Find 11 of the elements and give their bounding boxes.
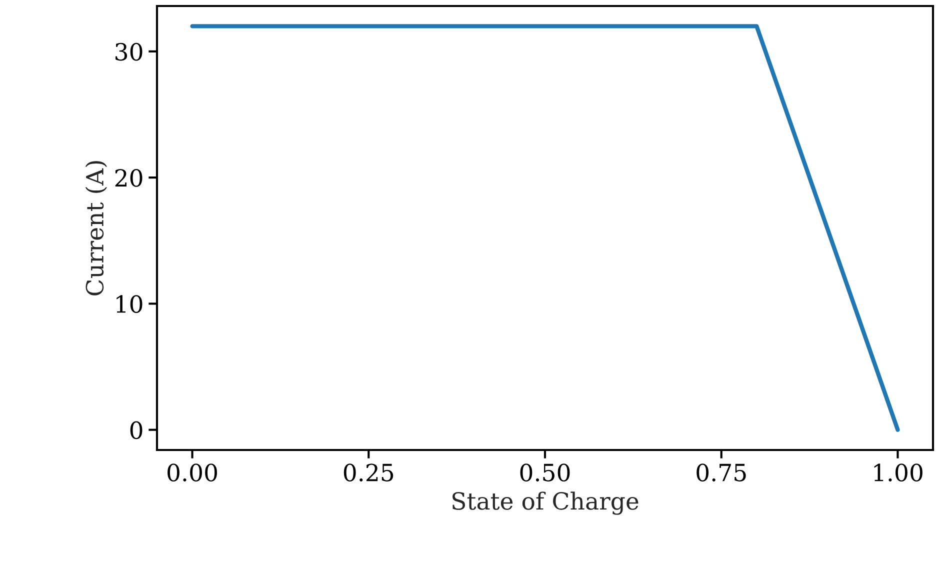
- x-tick-label: 0.50: [520, 464, 570, 482]
- x-tick-label: 0.75: [696, 464, 746, 482]
- y-tick-label: 10: [116, 295, 142, 313]
- y-axis-title: Current (A): [85, 161, 107, 296]
- x-tick-label: 0.25: [344, 464, 394, 482]
- y-tick-label: 30: [116, 42, 142, 61]
- x-tick-label: 0.00: [168, 464, 217, 482]
- y-tick-label: 0: [130, 421, 142, 440]
- x-axis-title: State of Charge: [452, 492, 638, 515]
- y-tick-label: 20: [115, 168, 142, 187]
- x-tick-label: 1.00: [874, 464, 922, 482]
